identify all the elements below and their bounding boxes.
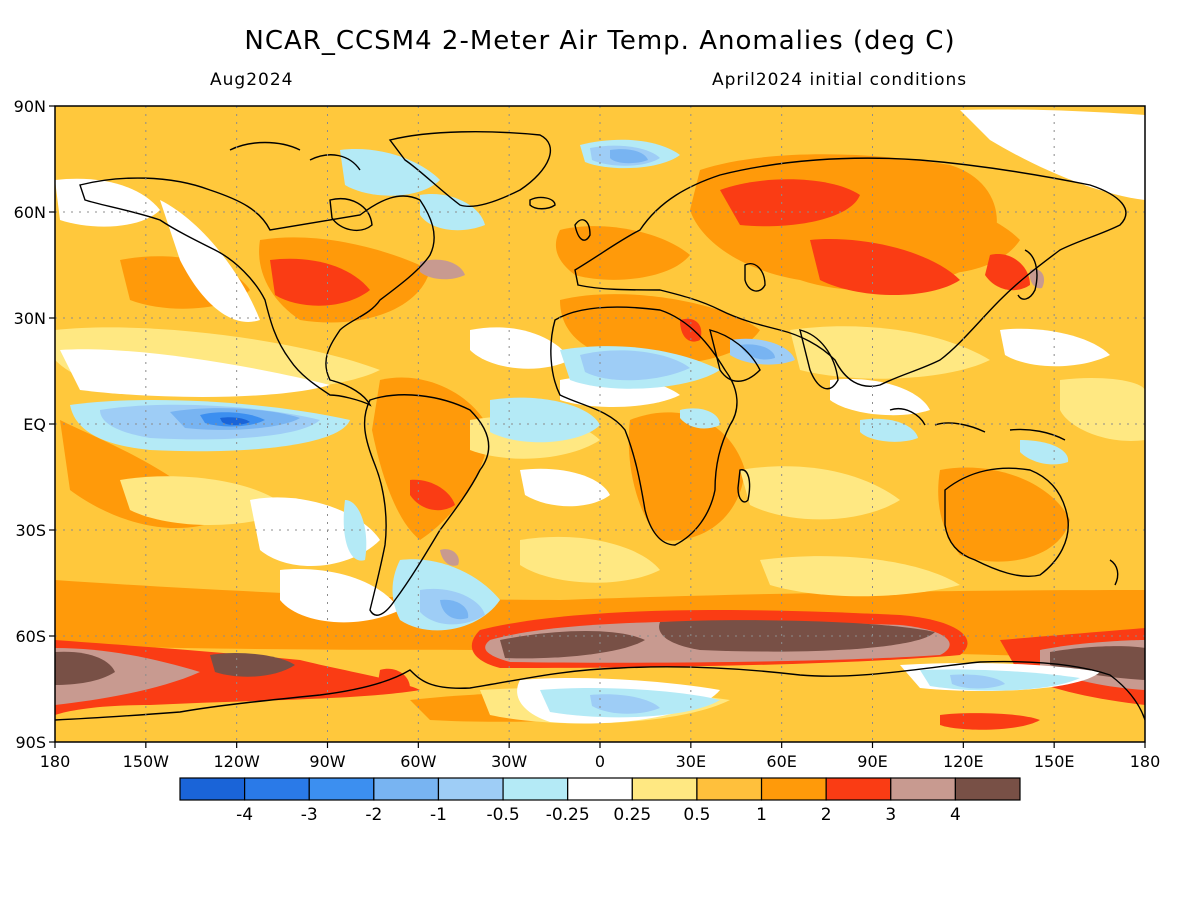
lon-label: 0 xyxy=(595,752,605,771)
lon-label: 120E xyxy=(943,752,984,771)
lon-label: 30E xyxy=(676,752,706,771)
colorbar-swatch xyxy=(760,777,827,801)
lon-label: 120W xyxy=(213,752,260,771)
lon-label: 180 xyxy=(1130,752,1161,771)
lat-label: 60N xyxy=(14,203,46,222)
lon-label: 60E xyxy=(766,752,796,771)
hottest-regions xyxy=(55,620,1145,685)
colorbar-swatch xyxy=(437,777,504,801)
colorbar-swatch xyxy=(502,777,569,801)
colorbar-swatch xyxy=(825,777,892,801)
lon-label: 30W xyxy=(491,752,527,771)
lon-label: 60W xyxy=(400,752,436,771)
colorbar-label: -4 xyxy=(236,805,253,825)
colorbar-label: -3 xyxy=(301,805,318,825)
colorbar-label: -0.5 xyxy=(486,805,519,825)
colorbar-swatch xyxy=(954,777,1021,801)
lon-label: 90E xyxy=(857,752,887,771)
colorbar-label: -2 xyxy=(365,805,382,825)
lat-label: 60S xyxy=(15,627,46,646)
colorbar-label: 2 xyxy=(821,805,832,825)
colorbar-swatch xyxy=(244,777,310,801)
lat-label: 30N xyxy=(14,309,46,328)
colorbar-swatch xyxy=(696,777,763,801)
initial-conditions-label: April2024 initial conditions xyxy=(712,70,968,90)
coastlines xyxy=(55,131,1145,721)
gridlines xyxy=(55,106,1145,742)
lon-label: 90W xyxy=(309,752,345,771)
colorbar-label: 0.25 xyxy=(613,805,651,825)
lat-label: 90N xyxy=(14,97,46,116)
colorbar-label: 1 xyxy=(756,805,767,825)
colorbar-label: 4 xyxy=(950,805,961,825)
lat-label: EQ xyxy=(23,415,46,434)
colorbar-swatch xyxy=(308,777,375,801)
lat-label: 30S xyxy=(15,521,46,540)
colorbar-label: -1 xyxy=(430,805,447,825)
colorbar-swatch xyxy=(631,777,698,801)
lat-label: 90S xyxy=(15,733,46,752)
valid-month-label: Aug2024 xyxy=(210,70,294,90)
colorbar-label: 0.5 xyxy=(683,805,710,825)
colorbar-label: 3 xyxy=(885,805,896,825)
colorbar-swatch xyxy=(567,777,633,801)
lon-label: 180 xyxy=(40,752,71,771)
lon-label: 150E xyxy=(1034,752,1075,771)
colorbar-swatch xyxy=(179,777,246,801)
chart-title: NCAR_CCSM4 2-Meter Air Temp. Anomalies (… xyxy=(244,26,956,56)
colorbar-label: -0.25 xyxy=(546,805,590,825)
colorbar: -4 -3 -2 -1 -0.5 -0.25 0.25 0.5 1 2 3 4 xyxy=(179,777,1021,825)
colorbar-swatch xyxy=(373,777,440,801)
colorbar-swatch xyxy=(890,777,956,801)
coldest-regions xyxy=(220,417,250,425)
lon-label: 150W xyxy=(123,752,170,771)
